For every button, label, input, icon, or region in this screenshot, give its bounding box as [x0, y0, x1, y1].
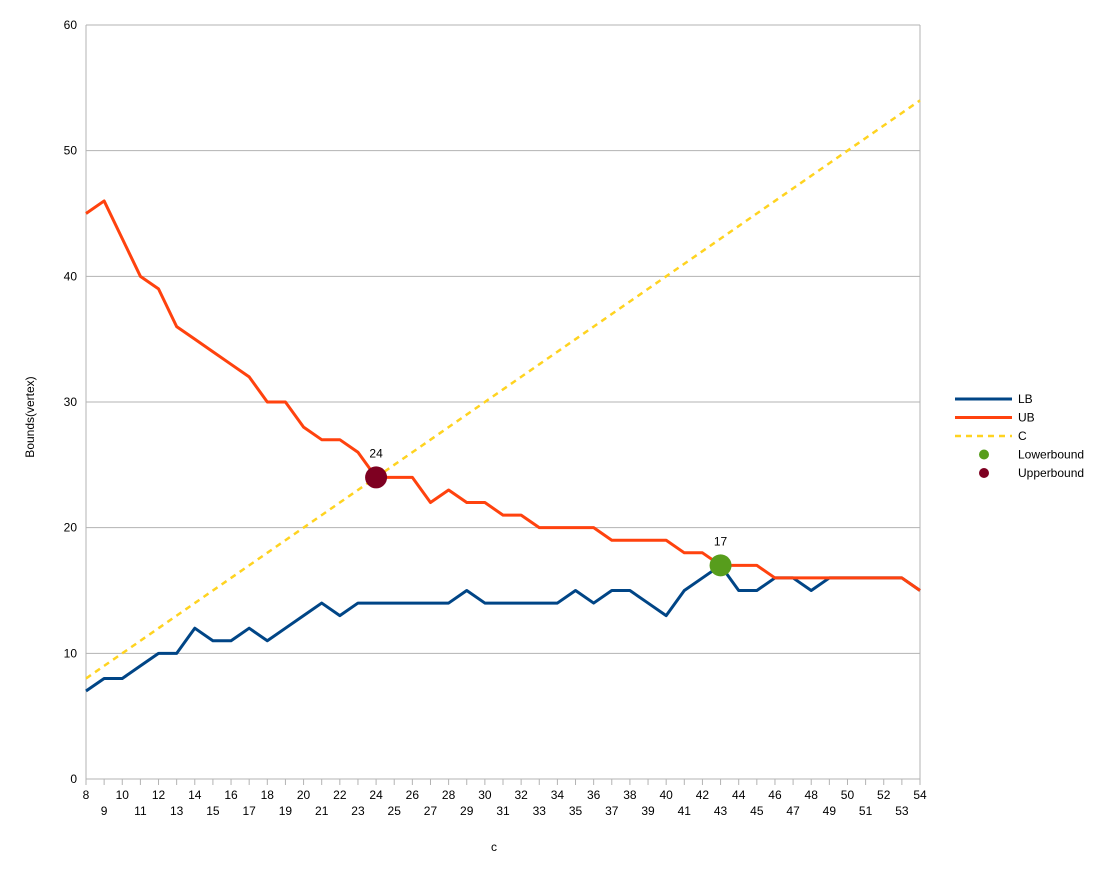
- x-tick-label: 36: [587, 788, 601, 802]
- grid-lines: [86, 24, 920, 780]
- x-tick-label: 49: [823, 804, 837, 818]
- x-tick-label: 43: [714, 804, 728, 818]
- x-tick-label: 38: [623, 788, 637, 802]
- x-tick-label: 44: [732, 788, 746, 802]
- x-axis-ticks: 89 10 11 12 13 14 15 16 17 18 19 20 21 22 23 24 25 26 27 28…: [83, 779, 927, 818]
- x-tick-label: 9: [101, 804, 108, 818]
- x-tick-label: 31: [496, 804, 510, 818]
- x-tick-label: 42: [696, 788, 710, 802]
- data-label-lowerbound: 17: [714, 534, 728, 548]
- series-lines: [85, 99, 921, 693]
- x-tick-label: 48: [805, 788, 819, 802]
- x-tick-label: 21: [315, 804, 329, 818]
- plot-area: [85, 25, 921, 779]
- x-tick-label: 39: [641, 804, 655, 818]
- x-tick-label: 29: [460, 804, 474, 818]
- y-tick-label: 30: [64, 395, 78, 409]
- series-line-lb: [85, 563, 921, 693]
- x-tick-label: 51: [859, 804, 873, 818]
- x-tick-label: 17: [242, 804, 256, 818]
- legend-key-lowerbound: [979, 449, 989, 460]
- legend-label-lowerbound: Lowerbound: [1018, 448, 1084, 462]
- y-axis-ticks: 0 10 20 30 40 50 60: [64, 18, 78, 786]
- y-tick-label: 10: [64, 646, 78, 660]
- chart-legend: LB UB C Lowerbound Upperbound: [955, 392, 1084, 480]
- x-tick-label: 37: [605, 804, 619, 818]
- y-tick-label: 50: [64, 144, 78, 158]
- x-tick-label: 28: [442, 788, 456, 802]
- x-tick-label: 13: [170, 804, 184, 818]
- x-tick-label: 32: [514, 788, 528, 802]
- y-tick-label: 40: [64, 269, 78, 283]
- x-tick-label: 53: [895, 804, 909, 818]
- legend-key-upperbound: [979, 468, 989, 478]
- x-tick-label: 46: [768, 788, 782, 802]
- legend-label-c: C: [1018, 429, 1027, 443]
- x-tick-label: 19: [279, 804, 293, 818]
- y-axis-title: Bounds(vertex): [23, 376, 37, 457]
- x-tick-label: 14: [188, 788, 202, 802]
- data-label-upperbound: 24: [369, 446, 383, 460]
- x-tick-label: 25: [388, 804, 402, 818]
- x-tick-label: 50: [841, 788, 855, 802]
- x-tick-label: 45: [750, 804, 764, 818]
- point-lowerbound: [709, 554, 732, 577]
- x-tick-label: 54: [913, 788, 927, 802]
- y-tick-label: 60: [64, 18, 78, 32]
- y-tick-label: 0: [70, 772, 77, 786]
- series-line-ub: [85, 199, 921, 592]
- x-tick-label: 40: [659, 788, 673, 802]
- x-tick-label: 34: [551, 788, 565, 802]
- legend-label-ub: UB: [1018, 411, 1035, 425]
- x-tick-label: 16: [224, 788, 238, 802]
- x-tick-label: 11: [134, 804, 147, 818]
- x-tick-label: 30: [478, 788, 492, 802]
- legend-label-upperbound: Upperbound: [1018, 466, 1084, 480]
- x-tick-label: 15: [206, 804, 220, 818]
- y-tick-label: 20: [64, 521, 78, 535]
- x-tick-label: 23: [351, 804, 365, 818]
- x-tick-label: 47: [786, 804, 800, 818]
- x-tick-label: 18: [261, 788, 275, 802]
- x-tick-label: 12: [152, 788, 166, 802]
- x-tick-label: 22: [333, 788, 347, 802]
- x-axis-title: c: [491, 840, 497, 854]
- x-tick-label: 27: [424, 804, 438, 818]
- x-tick-label: 8: [83, 788, 90, 802]
- x-tick-label: 24: [369, 788, 383, 802]
- point-upperbound: [365, 466, 388, 489]
- x-tick-label: 26: [406, 788, 420, 802]
- series-line-c: [85, 99, 921, 680]
- x-tick-label: 35: [569, 804, 583, 818]
- legend-label-lb: LB: [1018, 392, 1033, 406]
- x-tick-label: 52: [877, 788, 891, 802]
- x-tick-label: 20: [297, 788, 311, 802]
- x-tick-label: 41: [678, 804, 692, 818]
- x-tick-label: 33: [533, 804, 547, 818]
- x-tick-label: 10: [116, 788, 130, 802]
